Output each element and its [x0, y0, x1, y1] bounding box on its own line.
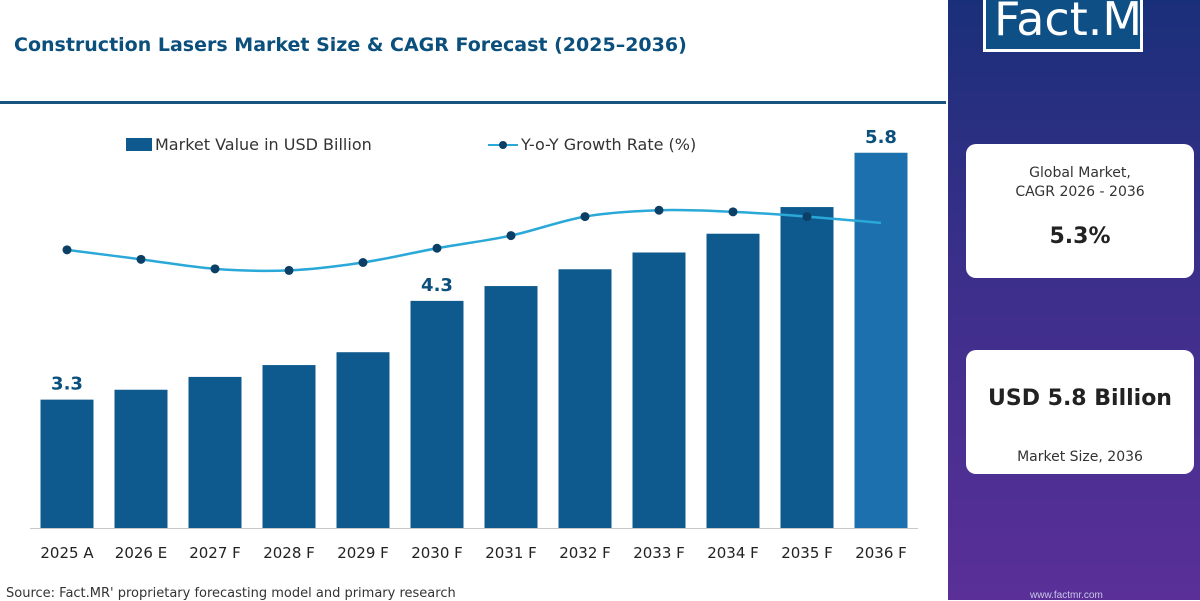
x-tick-label: 2028 F — [263, 544, 315, 562]
growth-rate-point — [358, 258, 368, 267]
growth-rate-point — [432, 243, 442, 253]
growth-rate-point — [728, 207, 738, 217]
legend-bar-label: Market Value in USD Billion — [155, 135, 372, 154]
bar-swatch-icon — [126, 138, 152, 151]
growth-rate-point — [62, 245, 72, 255]
cagr-label-line2: CAGR 2026 - 2036 — [1015, 184, 1145, 200]
bar-2033-f — [632, 252, 686, 529]
bar-line-chart: 2025 A 2026 E 2027 F 2028 F 2029 F 2030 F 2031… — [30, 127, 918, 562]
market-size-label: Market Size, 2036 — [1017, 449, 1143, 465]
market-size-value: USD 5.8 Billion — [988, 386, 1172, 411]
legend-line-label: Y-o-Y Growth Rate (%) — [521, 135, 697, 154]
growth-rate-point — [654, 205, 664, 215]
x-tick-label: 2036 F — [855, 544, 907, 562]
summary-panel: Fact.MR Global Market, CAGR 2026 - 2036 … — [948, 0, 1200, 601]
x-tick-label: 2027 F — [189, 544, 241, 562]
growth-rate-point — [506, 231, 516, 241]
x-tick-label: 2033 F — [633, 544, 685, 562]
x-tick-label: 2026 E — [115, 544, 167, 562]
bar-2025-a — [40, 399, 94, 528]
title-divider — [0, 101, 946, 104]
bar-2036-f — [854, 152, 908, 528]
bar-2028-f — [262, 365, 316, 528]
data-label: 5.8 — [865, 127, 897, 148]
factmr-logo: Fact.MR — [983, 0, 1143, 52]
page-title: Construction Lasers Market Size & CAGR F… — [14, 34, 687, 56]
x-tick-label: 2034 F — [707, 544, 759, 562]
growth-rate-point — [284, 265, 294, 275]
x-tick-label: 2030 F — [411, 544, 463, 562]
market-size-card: USD 5.8 Billion Market Size, 2036 — [966, 350, 1194, 474]
x-tick-label: 2035 F — [781, 544, 833, 562]
bar-2026-e — [114, 389, 168, 528]
website-url: www.factmr.com — [1030, 590, 1103, 601]
data-label: 4.3 — [421, 275, 453, 296]
growth-rate-point — [802, 212, 812, 222]
bar-2032-f — [558, 269, 612, 528]
cagr-card: Global Market, CAGR 2026 - 2036 5.3% — [966, 144, 1194, 278]
bar-2027-f — [188, 376, 242, 528]
bar-2029-f — [336, 352, 390, 528]
x-tick-label: 2025 A — [40, 544, 94, 562]
bar-2030-f — [410, 300, 464, 528]
chart-area: Construction Lasers Market Size & CAGR F… — [0, 34, 948, 601]
x-tick-label: 2031 F — [485, 544, 537, 562]
x-tick-label: 2032 F — [559, 544, 611, 562]
growth-rate-line — [66, 208, 882, 273]
legend-item-line: Y-o-Y Growth Rate (%) — [488, 135, 696, 154]
legend: Market Value in USD Billion Y-o-Y Growth… — [0, 135, 948, 155]
legend-item-bars: Market Value in USD Billion — [126, 135, 372, 154]
growth-rate-point — [580, 212, 590, 222]
x-tick-label: 2029 F — [337, 544, 389, 562]
data-label: 3.3 — [51, 374, 83, 395]
bar-2034-f — [706, 233, 760, 528]
bar-2035-f — [780, 207, 834, 528]
line-marker-icon — [488, 138, 518, 151]
growth-rate-point — [136, 254, 146, 264]
cagr-value: 5.3% — [1049, 224, 1111, 249]
bar-2031-f — [484, 286, 538, 528]
source-note: Source: Fact.MR' proprietary forecasting… — [6, 586, 456, 601]
cagr-label-line1: Global Market, — [1029, 165, 1131, 181]
growth-rate-point — [210, 264, 220, 274]
